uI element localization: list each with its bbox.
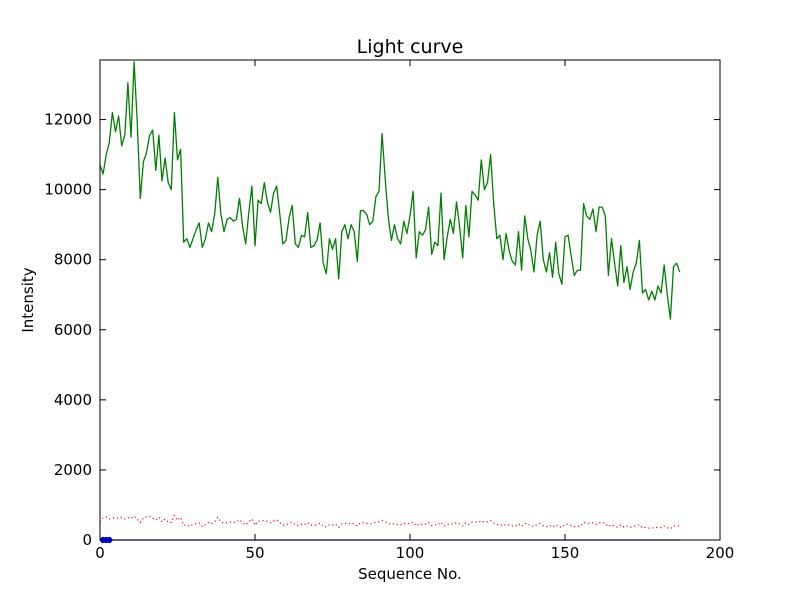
series-line-1: [99, 61, 681, 320]
x-axis-title: Sequence No.: [358, 565, 462, 583]
chart-title: Light curve: [357, 36, 464, 58]
y-tick-label: 6000: [54, 321, 92, 339]
y-tick-label: 10000: [44, 181, 92, 199]
y-tick-label: 12000: [44, 111, 92, 129]
y-tick-label: 2000: [54, 461, 92, 479]
y-axis-title: Intensity: [19, 267, 37, 332]
axes-frame: [99, 59, 721, 541]
x-tick-label: 100: [396, 544, 425, 562]
series-layer: [99, 61, 681, 541]
y-tick-label: 4000: [54, 391, 92, 409]
y-tick-label: 0: [82, 531, 92, 549]
y-tick-label: 8000: [54, 251, 92, 269]
x-tick-label: 150: [551, 544, 580, 562]
series-line-2: [99, 514, 680, 530]
x-tick-label: 0: [95, 544, 105, 562]
x-tick-label: 200: [706, 544, 735, 562]
x-tick-label: 50: [245, 544, 264, 562]
